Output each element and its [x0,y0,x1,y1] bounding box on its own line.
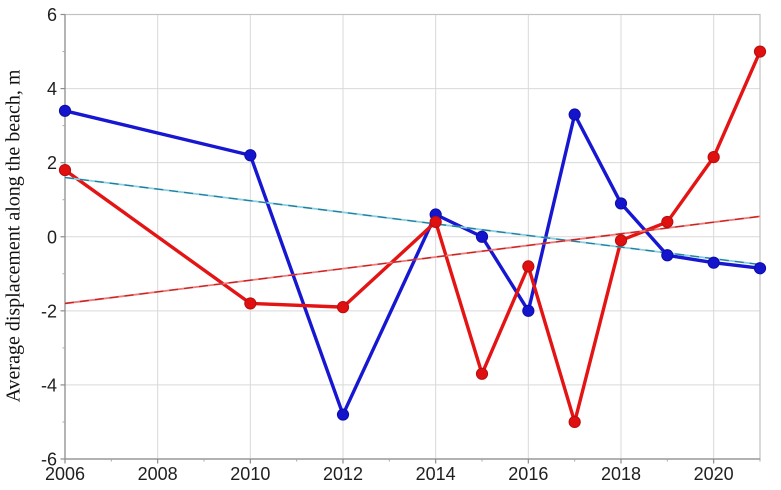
blue-series-point [336,408,350,421]
red-series-point [614,234,628,247]
blue-series-point [475,230,489,243]
y-tick-label: -4 [41,375,57,395]
red-series-point [429,215,442,229]
blue-linear-trend [64,176,761,266]
blue-series-point [522,304,535,317]
x-tick-label: 2010 [230,464,270,484]
y-tick-label: 4 [47,79,57,99]
x-tick-label: 2016 [508,464,548,484]
red-series-point [522,260,535,273]
red-series-point [475,367,489,380]
blue-series-point [58,104,72,117]
y-axis-title: Average displacement along the beach, m [2,69,25,403]
red-series-point [707,151,720,164]
y-tick-label: 6 [47,5,57,25]
blue-series-line [63,109,762,417]
x-tick-label: 2012 [323,464,363,484]
blue-series-point [614,197,628,210]
red-series-point [58,163,72,177]
red-linear-trend [64,215,761,305]
x-tick-label: 2008 [138,464,178,484]
blue-series-point [753,262,767,275]
red-series-point [661,215,674,229]
red-series-point [244,297,257,310]
x-tick-label: 2006 [45,464,85,484]
red-series-point [568,415,581,429]
red-series-point [753,45,767,58]
y-tick-label: 0 [47,227,57,247]
y-tick-label: 2 [47,153,57,173]
y-tick-label: -2 [41,301,57,321]
blue-series-point [707,256,720,269]
blue-series-point [661,249,674,262]
blue-series-point [244,149,257,162]
x-tick-label: 2014 [416,464,456,484]
red-series-point [336,301,350,314]
x-tick-label: 2020 [694,464,734,484]
blue-series-point [568,108,581,121]
x-tick-label: 2018 [601,464,641,484]
y-tick-label: -6 [41,450,57,470]
